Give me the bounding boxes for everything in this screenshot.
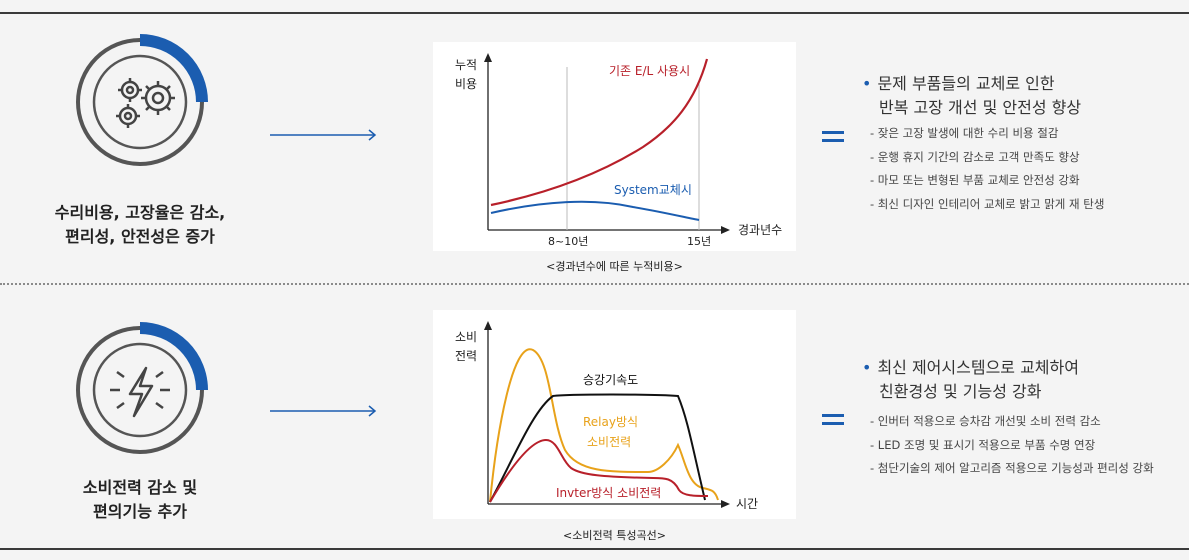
list-item: - 잦은 고장 발생에 대한 수리 비용 절감 [870, 126, 1059, 140]
list-item: - 최신 디자인 인테리어 교체로 밝고 맑게 재 탄생 [870, 196, 1105, 211]
row2-arrow [270, 405, 377, 417]
row2-bullet: • 최신 제어시스템으로 교체하여 친환경성 및 기능성 강화 [862, 356, 1079, 404]
chart2-xlabel: 시간 [736, 497, 758, 511]
row2-bullet-line2: 친환경성 및 기능성 강화 [879, 382, 1042, 401]
list-item: - 마모 또는 변형된 부품 교체로 안전성 강화 [870, 173, 1080, 187]
bullet-icon: • [862, 358, 872, 377]
series-relay-label-2: 소비전력 [587, 435, 631, 449]
series-inverter-label: Invter방식 소비전력 [556, 486, 661, 500]
chart1-caption: <경과년수에 따른 누적비용> [546, 260, 683, 273]
row1-bullet-line2: 반복 고장 개선 및 안전성 향상 [879, 98, 1082, 117]
row2-caption: 소비전력 감소 및 편의기능 추가 [30, 476, 250, 524]
equals-icon [822, 131, 844, 145]
list-item: - 첨단기술의 제어 알고리즘 적용으로 기능성과 편리성 강화 [870, 461, 1154, 475]
gear-cycle-icon [70, 32, 210, 172]
existing-el-curve [490, 58, 709, 207]
row2-caption-line1: 소비전력 감소 및 [82, 478, 198, 497]
chart1-ylabel-1: 누적 [455, 58, 477, 72]
series-existing-label: 기존 E/L 사용시 [609, 64, 690, 78]
elevator-speed-curve [489, 393, 706, 503]
chart2-caption: <소비전력 특성곡선> [563, 529, 666, 542]
list-item: - 인버터 적용으로 승차감 개선및 소비 전력 감소 [870, 414, 1101, 428]
bullet-icon: • [862, 74, 872, 93]
power-chart: 소비 전력 승강기속도 Relay방식 소비전력 Invter방식 소비전력 시… [433, 310, 796, 519]
lightning-cycle-icon [70, 320, 210, 460]
chart2-ylabel-2: 전력 [455, 349, 477, 363]
list-item: - 운행 휴지 기간의 감소로 고객 만족도 향상 [870, 149, 1080, 164]
top-rule [0, 12, 1189, 14]
row1-bullet: • 문제 부품들의 교체로 인한 반복 고장 개선 및 안전성 향상 [862, 72, 1081, 120]
row-maintenance: 수리비용, 고장율은 감소, 편리성, 안전성은 증가 누적 비용 기존 E/L… [0, 14, 1189, 283]
dotted-divider [0, 283, 1189, 285]
cost-chart: 누적 비용 기존 E/L 사용시 System교체시 경과년수 8~10년 15… [433, 42, 796, 251]
series-system-label: System교체시 [614, 183, 692, 197]
series-speed-label: 승강기속도 [583, 373, 638, 387]
inverter-power-curve [489, 438, 709, 503]
row2-bullet-line1: 최신 제어시스템으로 교체하여 [877, 358, 1079, 377]
row1-bullet-line1: 문제 부품들의 교체로 인한 [877, 74, 1055, 93]
equals-icon [822, 414, 844, 428]
chart1-tick-1: 8~10년 [548, 235, 588, 248]
row1-caption-line2: 편리성, 안전성은 증가 [65, 227, 215, 246]
row2-caption-line2: 편의기능 추가 [93, 502, 187, 521]
chart2-ylabel-1: 소비 [455, 330, 477, 344]
chart1-ylabel-2: 비용 [455, 77, 477, 91]
row-power: 소비전력 감소 및 편의기능 추가 소비 전력 승강기속도 Relay방식 소비… [0, 286, 1189, 548]
bottom-rule [0, 548, 1189, 550]
list-item: - LED 조명 및 표시기 적용으로 부품 수명 연장 [870, 437, 1096, 452]
row1-sub-list: - 잦은 고장 발생에 대한 수리 비용 절감 - 운행 휴지 기간의 감소로 … [870, 122, 1104, 216]
series-relay-label-1: Relay방식 [583, 415, 638, 429]
system-replace-curve [490, 200, 700, 221]
row1-caption: 수리비용, 고장율은 감소, 편리성, 안전성은 증가 [30, 201, 250, 249]
row1-arrow [270, 129, 377, 141]
row1-caption-line1: 수리비용, 고장율은 감소, [54, 203, 226, 222]
chart1-xlabel: 경과년수 [738, 223, 782, 237]
relay-power-curve [489, 348, 719, 503]
row2-sub-list: - 인버터 적용으로 승차감 개선및 소비 전력 감소 - LED 조명 및 표… [870, 410, 1154, 481]
chart1-tick-2: 15년 [687, 235, 711, 248]
